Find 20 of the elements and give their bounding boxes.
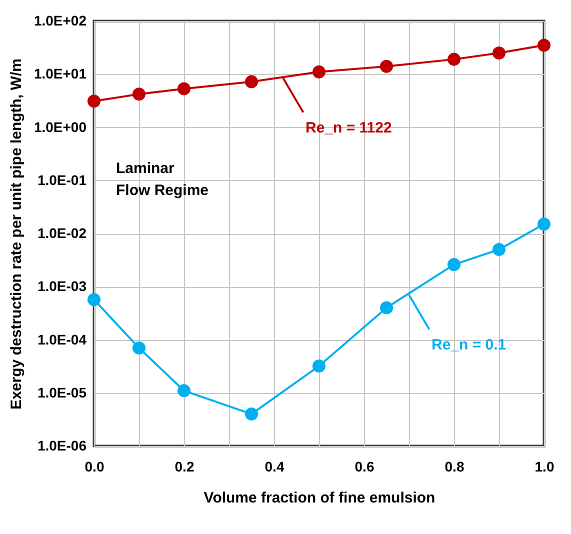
y-tick-label: 1.0E-01: [37, 172, 87, 188]
y-tick-label: 1.0E+01: [34, 66, 87, 82]
y-tick-label: 1.0E-06: [37, 438, 87, 454]
y-tick-label: 1.0E-02: [37, 225, 87, 241]
annotation: Re_n = 0.1: [432, 336, 506, 354]
y-axis-title: Exergy destruction rate per unit pipe length, W/m: [8, 58, 25, 410]
x-axis-title: Volume fraction of fine emulsion: [204, 490, 436, 506]
y-tick-label: 1.0E-05: [37, 384, 87, 400]
y-tick-label: 1.0E+02: [34, 12, 87, 28]
x-tick-label: 0.4: [264, 458, 284, 474]
x-tick-label: 0.6: [354, 458, 374, 474]
x-tick-label: 0.0: [84, 458, 104, 474]
x-tick-label: 0.8: [444, 458, 464, 474]
annotation: Laminar Flow Regime: [116, 160, 209, 199]
y-tick-label: 1.0E+00: [34, 118, 87, 135]
x-tick-label: 1.0: [534, 458, 554, 474]
y-tick-label: 1.0E-04: [37, 331, 87, 348]
x-tick-label: 0.2: [174, 458, 194, 474]
y-tick-label: 1.0E-03: [37, 278, 87, 294]
annotation: Re_n = 1122: [306, 119, 392, 136]
